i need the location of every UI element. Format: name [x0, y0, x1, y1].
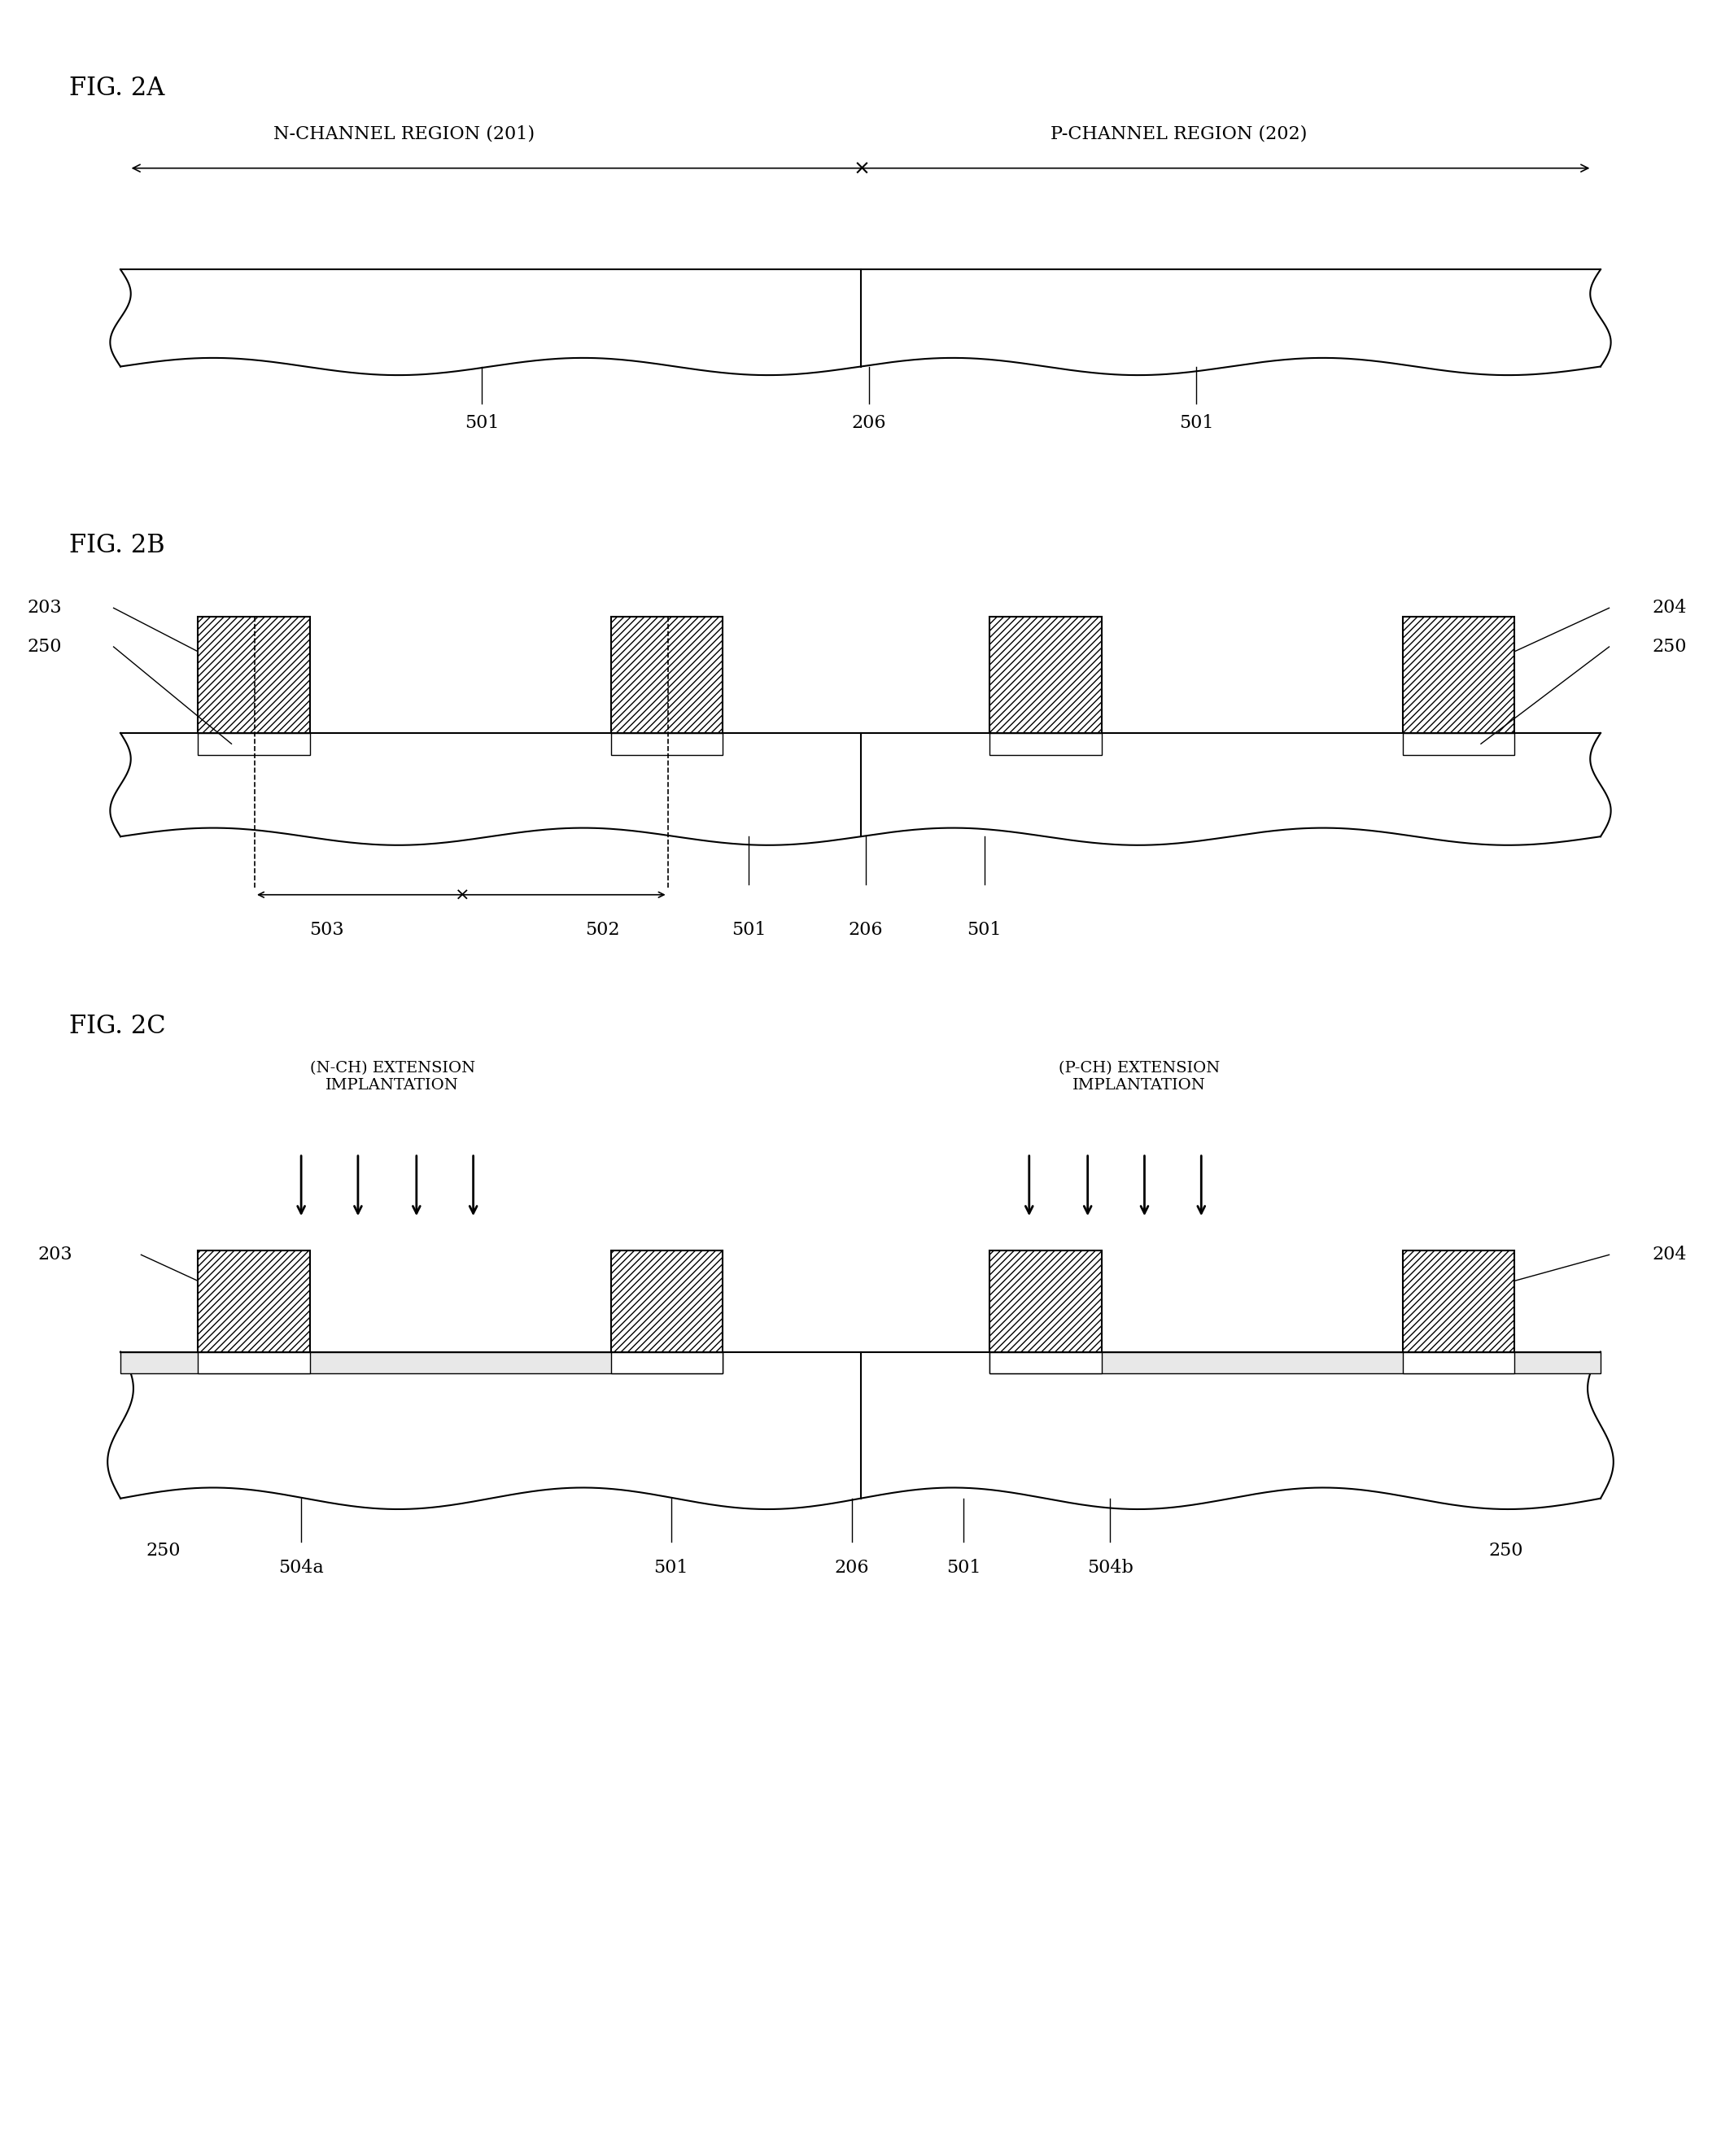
Text: 502: 502 — [585, 921, 620, 938]
Bar — [120, 1352, 723, 1373]
Text: 501: 501 — [465, 414, 499, 431]
Bar — [1403, 1250, 1514, 1352]
Text: 503: 503 — [310, 921, 344, 938]
Text: 250: 250 — [1489, 1542, 1523, 1559]
Text: N-CHANNEL REGION (201): N-CHANNEL REGION (201) — [274, 125, 535, 142]
Text: 204: 204 — [1652, 599, 1687, 617]
Text: P-CHANNEL REGION (202): P-CHANNEL REGION (202) — [1050, 125, 1308, 142]
Text: 501: 501 — [1179, 414, 1213, 431]
Bar — [120, 270, 1601, 367]
Bar — [198, 617, 310, 733]
Bar — [990, 733, 1101, 755]
Bar — [1403, 1352, 1514, 1373]
Text: 250: 250 — [1652, 638, 1687, 655]
Text: $\times$: $\times$ — [454, 886, 468, 903]
Bar — [990, 617, 1101, 733]
Bar — [1403, 733, 1514, 755]
Text: 206: 206 — [835, 1559, 869, 1576]
Bar — [198, 733, 310, 755]
Text: 203: 203 — [38, 1246, 72, 1263]
Text: 250: 250 — [146, 1542, 181, 1559]
Bar — [120, 1352, 1601, 1498]
Text: 206: 206 — [852, 414, 886, 431]
Text: 203: 203 — [28, 599, 62, 617]
Bar — [990, 1352, 1101, 1373]
Bar — [611, 1352, 723, 1373]
Bar — [120, 733, 1601, 837]
Text: 206: 206 — [848, 921, 883, 938]
Text: FIG. 2A: FIG. 2A — [69, 75, 163, 101]
Bar — [990, 1352, 1601, 1373]
Text: (N-CH) EXTENSION
IMPLANTATION: (N-CH) EXTENSION IMPLANTATION — [310, 1061, 475, 1093]
Text: 501: 501 — [967, 921, 1002, 938]
Bar — [1403, 617, 1514, 733]
Bar — [611, 733, 723, 755]
Text: 501: 501 — [654, 1559, 688, 1576]
Text: FIG. 2B: FIG. 2B — [69, 533, 165, 558]
Text: 504b: 504b — [1088, 1559, 1132, 1576]
Text: (P-CH) EXTENSION
IMPLANTATION: (P-CH) EXTENSION IMPLANTATION — [1058, 1061, 1220, 1093]
Text: FIG. 2C: FIG. 2C — [69, 1013, 165, 1039]
Bar — [198, 1352, 310, 1373]
Text: 501: 501 — [947, 1559, 981, 1576]
Text: 204: 204 — [1652, 1246, 1687, 1263]
Text: $\times$: $\times$ — [852, 157, 869, 179]
Text: 504a: 504a — [279, 1559, 324, 1576]
Bar — [611, 1250, 723, 1352]
Bar — [990, 1250, 1101, 1352]
Text: 250: 250 — [28, 638, 62, 655]
Bar — [611, 617, 723, 733]
Text: 501: 501 — [731, 921, 766, 938]
Bar — [198, 1250, 310, 1352]
